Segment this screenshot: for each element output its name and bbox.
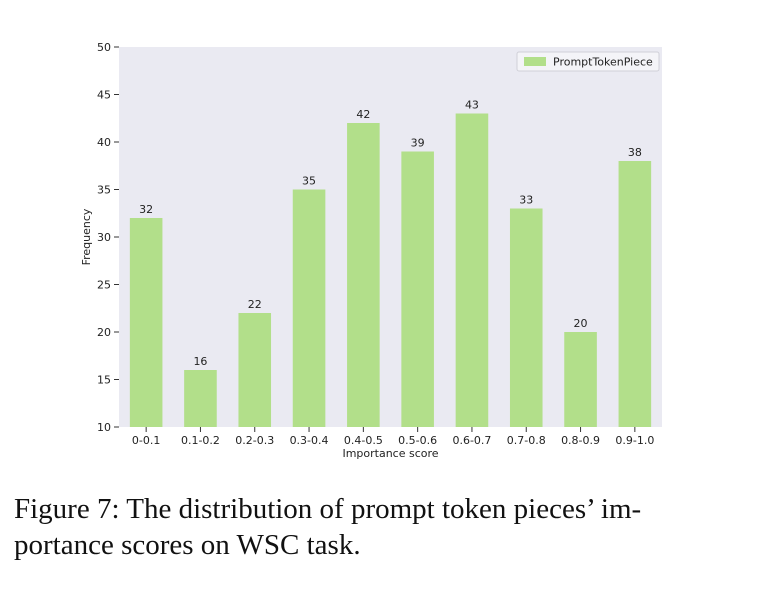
bar-value-label: 42: [356, 108, 370, 121]
x-axis-label: Importance score: [342, 447, 438, 460]
bar-value-label: 16: [193, 355, 207, 368]
x-axis: 0-0.1 0.1-0.2 0.2-0.3 0.3-0.4 0.4-0.5 0.5-0.6…: [132, 427, 654, 447]
bar: [509, 208, 543, 427]
caption-line-1: Figure 7: The distribution of prompt tok…: [14, 493, 642, 525]
bar-value-label: 38: [628, 146, 642, 159]
figure-caption: Figure 7: The distribution of prompt tok…: [14, 491, 744, 563]
x-tick-label: 0.1-0.2: [181, 434, 220, 447]
y-tick-label: 15: [97, 374, 111, 387]
bar: [564, 332, 597, 427]
bars-group: 32 16 22 35 42 39 43 33 20 38: [129, 99, 652, 427]
bar-value-label: 43: [465, 99, 479, 112]
bar-value-label: 33: [519, 194, 533, 207]
bar: [129, 218, 163, 427]
bar-value-label: 32: [139, 203, 153, 216]
x-tick-label: 0.7-0.8: [507, 434, 546, 447]
bar-value-label: 39: [411, 137, 425, 150]
y-axis: 10 15 20 25 30 35 40 45 50: [97, 41, 119, 434]
x-tick-label: 0.3-0.4: [290, 434, 329, 447]
bar: [292, 189, 326, 427]
x-tick-label: 0.6-0.7: [452, 434, 491, 447]
bar: [184, 370, 217, 427]
y-tick-label: 50: [97, 41, 111, 54]
y-tick-label: 10: [97, 421, 111, 434]
caption-line-2: portance scores on WSC task.: [14, 529, 361, 561]
bar: [238, 313, 272, 427]
legend-swatch: [524, 57, 546, 66]
x-tick-label: 0.4-0.5: [344, 434, 383, 447]
y-tick-label: 25: [97, 279, 111, 292]
y-tick-label: 40: [97, 136, 111, 149]
y-tick-label: 20: [97, 326, 111, 339]
legend-box: [516, 51, 660, 72]
bar: [347, 123, 380, 427]
bar-value-label: 20: [574, 317, 588, 330]
y-tick-label: 35: [97, 184, 111, 197]
x-tick-label: 0.2-0.3: [235, 434, 274, 447]
bar: [618, 161, 652, 427]
y-axis-label: Frequency: [80, 208, 93, 265]
bar: [455, 113, 489, 427]
y-tick-label: 45: [97, 89, 111, 102]
legend: PromptTokenPiece: [516, 51, 660, 72]
x-tick-label: 0.5-0.6: [398, 434, 437, 447]
bar-value-label: 35: [302, 175, 316, 188]
bar-value-label: 22: [248, 298, 262, 311]
legend-label: PromptTokenPiece: [553, 56, 653, 69]
x-tick-label: 0-0.1: [132, 434, 160, 447]
x-tick-label: 0.8-0.9: [561, 434, 600, 447]
bar: [401, 151, 434, 427]
x-tick-label: 0.9-1.0: [615, 434, 654, 447]
y-tick-label: 30: [97, 231, 111, 244]
